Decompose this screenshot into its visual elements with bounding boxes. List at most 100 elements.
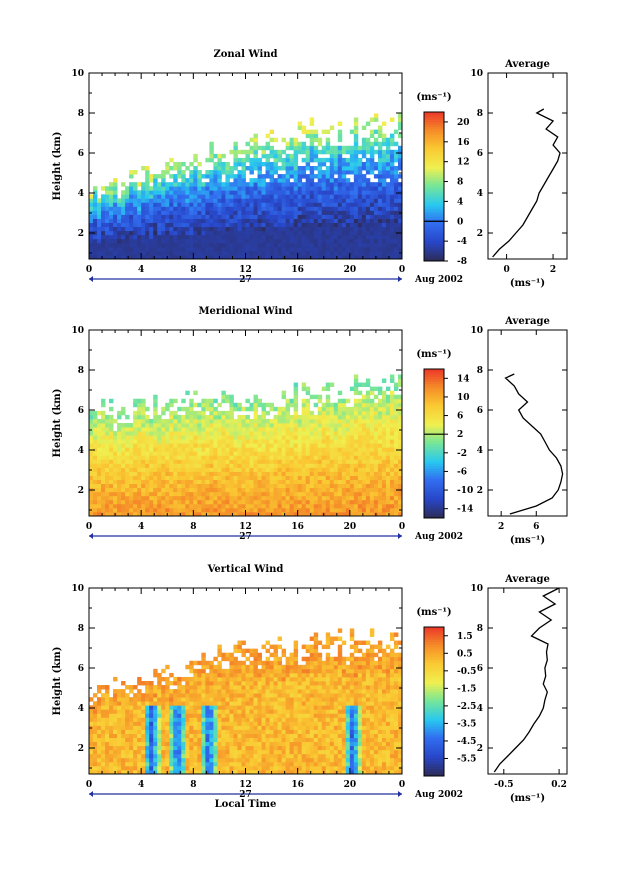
colorbar-tick-label: 2	[457, 430, 463, 440]
average-y-tick-label: 4	[477, 704, 483, 714]
colorbar-tick-label: 20	[457, 118, 470, 128]
x-tick-label: 20	[344, 780, 357, 790]
y-tick-label: 6	[78, 149, 84, 159]
average-y-tick-label: 8	[477, 366, 483, 376]
colorbar-tick-label: 0.5	[457, 649, 473, 659]
average-y-tick-label: 2	[477, 744, 483, 754]
average-x-tick-label: 0	[503, 265, 509, 275]
x-tick-label: 8	[190, 522, 196, 532]
y-tick-label: 4	[78, 446, 84, 456]
y-tick-label: 10	[71, 584, 84, 594]
colorbar-tick-label: 14	[457, 374, 470, 384]
x-tick-label: 0	[399, 265, 405, 275]
average-x-label: (ms⁻¹)	[510, 278, 545, 289]
date-bar-arrow	[89, 791, 93, 797]
colorbar-tick-label: 4	[457, 197, 463, 207]
y-axis-label: Height (km)	[52, 647, 63, 716]
colorbar-tick-label: -10	[457, 486, 473, 496]
x-tick-label: 0	[86, 780, 92, 790]
x-tick-label: 4	[138, 780, 144, 790]
x-tick-label: 20	[344, 265, 357, 275]
average-x-tick-label: -0.5	[494, 780, 513, 790]
average-x-tick-label: 0.2	[551, 780, 567, 790]
x-tick-label: 12	[239, 265, 252, 275]
x-tick-label: 4	[138, 522, 144, 532]
average-y-tick-label: 6	[477, 149, 483, 159]
average-x-tick-label: 2	[550, 265, 556, 275]
colorbar-tick-label: 6	[457, 412, 463, 422]
colorbar-tick-label: 12	[457, 158, 470, 168]
y-tick-label: 4	[78, 189, 84, 199]
average-frame	[488, 588, 567, 774]
x-tick-label: 0	[399, 780, 405, 790]
x-tick-label: 16	[291, 780, 304, 790]
y-tick-label: 6	[78, 406, 84, 416]
colorbar-tick-label: -2.5	[457, 702, 476, 712]
colorbar-tick-label: 1.5	[457, 632, 473, 642]
average-y-tick-label: 10	[470, 584, 483, 594]
average-x-tick-label: 2	[498, 522, 504, 532]
average-x-tick-label: 6	[533, 522, 539, 532]
average-y-tick-label: 2	[477, 486, 483, 496]
colorbar-unit-label: (ms⁻¹)	[416, 349, 451, 360]
average-line	[494, 588, 559, 772]
y-tick-label: 8	[78, 624, 84, 634]
colorbar-tick-label: -5.5	[457, 754, 476, 764]
colorbar-tick-label: -3.5	[457, 719, 476, 729]
average-y-tick-label: 4	[477, 189, 483, 199]
colorbar: (ms⁻¹)1.50.5-0.5-1.5-2.5-3.5-4.5-5.5	[416, 607, 476, 776]
y-tick-label: 2	[78, 486, 84, 496]
average-y-tick-label: 4	[477, 446, 483, 456]
x-tick-label: 16	[291, 265, 304, 275]
average-y-tick-label: 10	[470, 326, 483, 336]
colorbar-unit-label: (ms⁻¹)	[416, 607, 451, 618]
heatmap-field	[89, 113, 402, 259]
y-tick-label: 10	[71, 69, 84, 79]
colorbar-tick-label: -4.5	[457, 737, 476, 747]
y-tick-label: 4	[78, 704, 84, 714]
colorbar-tick-label: 16	[457, 138, 470, 148]
y-tick-label: 8	[78, 109, 84, 119]
average-x-label: (ms⁻¹)	[510, 793, 545, 804]
date-bar-arrow	[89, 533, 93, 539]
panel-title: Vertical Wind	[207, 564, 284, 575]
colorbar-tick-label: 8	[457, 178, 463, 188]
average-y-tick-label: 8	[477, 109, 483, 119]
date-bar-arrow	[398, 791, 402, 797]
average-frame	[488, 330, 567, 516]
x-tick-label: 12	[239, 522, 252, 532]
colorbar-unit-label: (ms⁻¹)	[416, 92, 451, 103]
colorbar-tick-label: -6	[457, 467, 467, 477]
heatmap-field	[89, 628, 402, 774]
y-tick-label: 2	[78, 744, 84, 754]
date-bar-arrow	[89, 276, 93, 282]
colorbar-tick-label: -14	[457, 505, 473, 515]
average-line	[493, 109, 560, 257]
average-title: Average	[504, 59, 550, 70]
colorbar-tick-label: -0.5	[457, 667, 476, 677]
x-tick-label: 20	[344, 522, 357, 532]
day-label: 27	[239, 275, 252, 285]
y-axis-label: Height (km)	[52, 132, 63, 201]
date-bar-arrow	[398, 276, 402, 282]
y-tick-label: 2	[78, 229, 84, 239]
colorbar-tick-label: 0	[457, 217, 463, 227]
x-tick-label: 12	[239, 780, 252, 790]
colorbar-tick-label: -4	[457, 237, 467, 247]
average-y-tick-label: 10	[470, 69, 483, 79]
average-title: Average	[504, 316, 550, 327]
colorbar-tick-label: -8	[457, 257, 467, 267]
average-title: Average	[504, 574, 550, 585]
x-tick-label: 16	[291, 522, 304, 532]
average-line	[506, 374, 563, 514]
y-tick-label: 6	[78, 664, 84, 674]
average-y-tick-label: 6	[477, 406, 483, 416]
colorbar: (ms⁻¹) 20 16 12 8 4 0 -4 -8	[416, 92, 469, 267]
month-year-label: Aug 2002	[414, 275, 463, 285]
